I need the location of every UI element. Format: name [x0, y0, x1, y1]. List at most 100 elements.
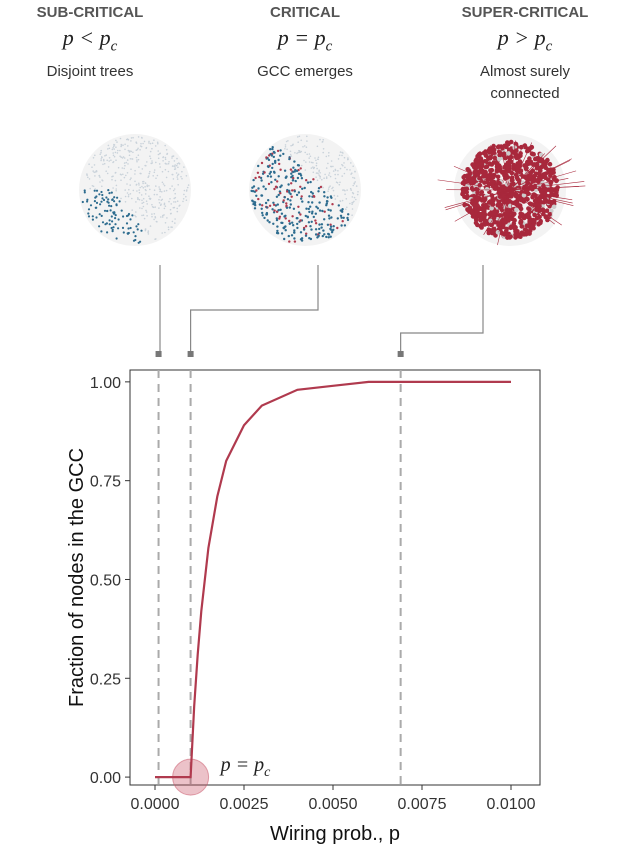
node [172, 206, 175, 209]
node [108, 219, 111, 222]
node [318, 209, 322, 212]
node [291, 221, 294, 224]
node [166, 163, 168, 165]
node [496, 157, 502, 162]
node [157, 142, 159, 145]
node [284, 229, 287, 232]
node [311, 192, 314, 195]
node [161, 181, 164, 184]
node [315, 205, 318, 208]
node [108, 204, 111, 207]
node [271, 162, 274, 166]
node [305, 179, 308, 182]
node [487, 161, 493, 167]
node [280, 232, 284, 235]
node [140, 194, 143, 196]
node [261, 214, 264, 217]
node [171, 173, 174, 176]
node [342, 164, 344, 167]
node [141, 185, 143, 188]
node [332, 170, 335, 172]
node [532, 212, 537, 218]
node [508, 225, 513, 231]
node [290, 234, 294, 237]
node [116, 141, 118, 143]
node [329, 225, 333, 228]
node [548, 186, 554, 192]
node [522, 143, 528, 148]
node [326, 200, 329, 203]
node [170, 212, 172, 215]
node [258, 203, 262, 206]
node [534, 215, 540, 221]
node [148, 197, 151, 200]
node [344, 166, 346, 169]
node [174, 164, 176, 166]
node [475, 190, 480, 196]
node [254, 176, 257, 180]
node [138, 182, 140, 185]
node [103, 159, 105, 162]
node [328, 152, 330, 154]
node [278, 215, 282, 218]
node [266, 219, 269, 222]
node [140, 229, 143, 232]
node [307, 207, 310, 211]
node [292, 170, 295, 174]
node [153, 171, 156, 174]
node [479, 190, 485, 195]
node [325, 202, 328, 205]
node [175, 164, 178, 167]
edge [453, 165, 511, 191]
node [325, 177, 328, 179]
node [111, 220, 114, 223]
formula-text: p > p [497, 25, 546, 50]
node [105, 196, 108, 199]
node [316, 167, 318, 170]
node [95, 216, 98, 219]
node [293, 190, 296, 193]
node [350, 189, 353, 191]
node [125, 161, 128, 164]
node [145, 209, 147, 212]
node [314, 212, 317, 215]
node [173, 160, 176, 162]
node [149, 225, 152, 227]
node [293, 231, 296, 234]
node [252, 178, 255, 182]
node [337, 173, 339, 176]
node [149, 150, 152, 153]
node [148, 172, 151, 175]
node [321, 178, 323, 181]
node [153, 169, 156, 171]
node [146, 161, 148, 163]
node [149, 157, 152, 160]
node [289, 150, 292, 153]
node [349, 187, 352, 190]
node [337, 204, 340, 207]
node [273, 209, 276, 212]
node [323, 210, 326, 213]
node [482, 214, 487, 220]
node [316, 179, 319, 182]
node [127, 149, 130, 152]
node [180, 175, 182, 178]
node [527, 207, 532, 212]
edge [509, 181, 585, 191]
node [356, 193, 359, 196]
node [252, 190, 255, 193]
node [524, 223, 530, 229]
node [342, 216, 345, 219]
node [547, 161, 553, 167]
node [174, 201, 177, 203]
node [314, 228, 318, 231]
node [129, 178, 131, 181]
node [176, 163, 179, 165]
node [105, 170, 107, 172]
node [310, 167, 313, 169]
node [259, 176, 263, 180]
node [296, 176, 300, 180]
node [275, 231, 279, 235]
node [260, 194, 263, 197]
node [318, 223, 321, 226]
